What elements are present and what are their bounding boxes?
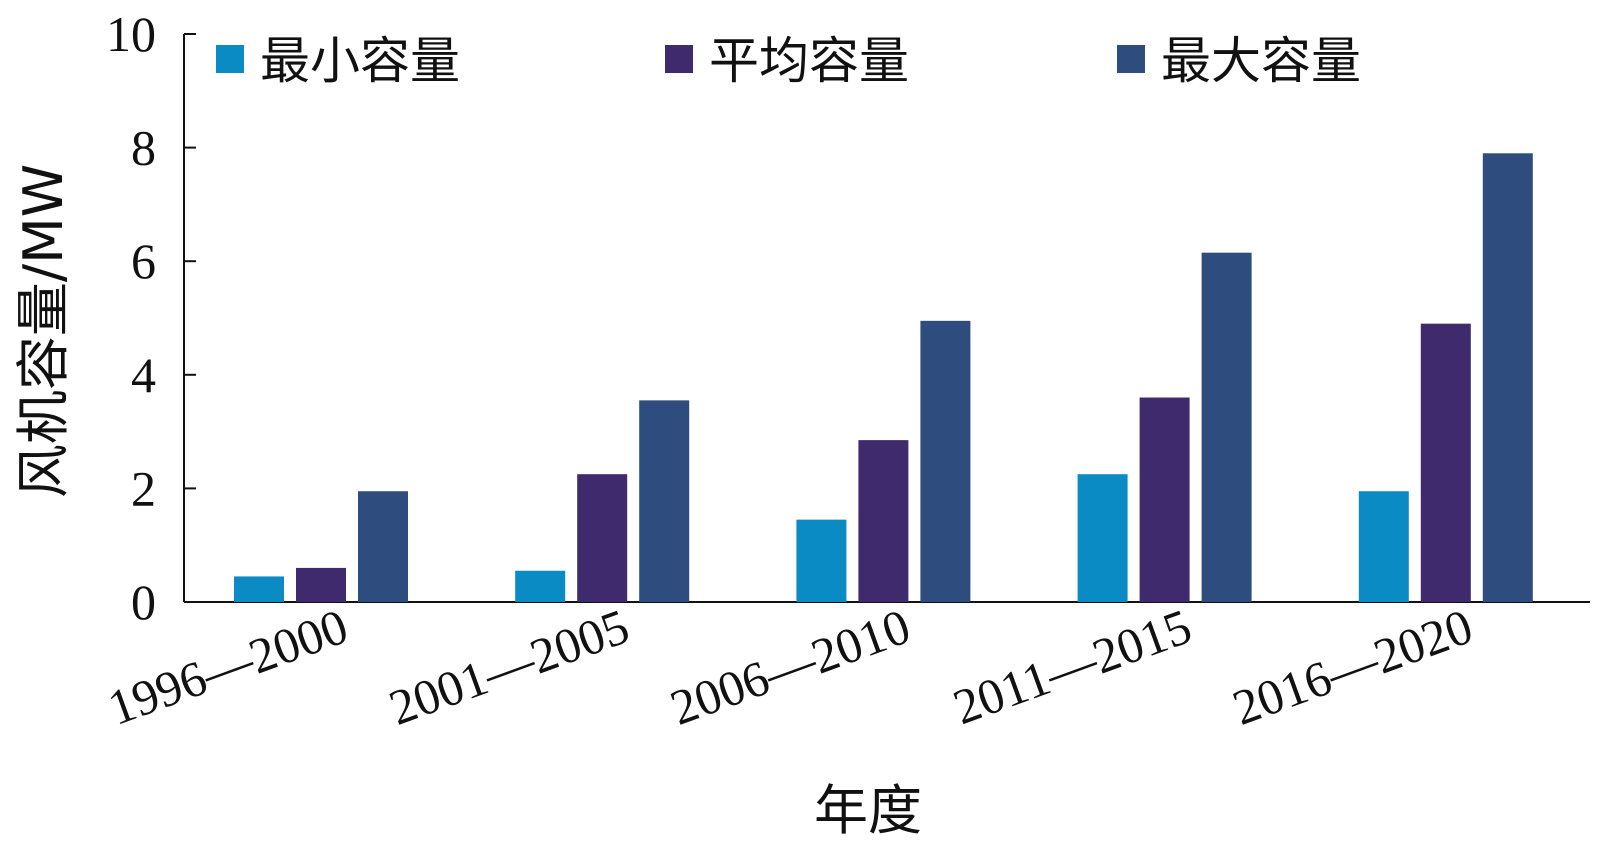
x-axis-title: 年度	[814, 779, 922, 842]
x-tick-label: 2011—2015	[946, 598, 1198, 735]
y-tick-label: 10	[106, 6, 156, 62]
legend-label: 最小容量	[260, 32, 460, 90]
y-tick-label: 6	[131, 233, 156, 289]
legend: 最小容量 平均容量 最大容量	[216, 32, 1361, 90]
y-axis: 0 2 4 6 8 10	[106, 6, 196, 630]
bar-1-4	[1077, 474, 1128, 602]
bar-2-2	[577, 474, 628, 602]
bar-3-1	[358, 491, 408, 602]
bars	[234, 153, 1533, 602]
bar-2-3	[858, 440, 909, 602]
bar-1-3	[796, 519, 847, 602]
y-axis-title: 风机容量/MW	[12, 164, 75, 498]
legend-swatch	[1117, 45, 1145, 73]
x-tick-label: 2001—2005	[382, 598, 636, 736]
bar-3-3	[920, 320, 971, 602]
bar-1-2	[515, 570, 566, 602]
bar-3-4	[1201, 252, 1252, 602]
y-tick-label: 0	[131, 574, 156, 630]
x-axis: 1996—2000 2001—2005 2006—2010 2011—2015 2016…	[101, 598, 1590, 736]
y-tick-label: 2	[131, 460, 156, 516]
bar-2-4	[1139, 397, 1190, 602]
bar-1-1	[234, 576, 284, 602]
bar-3-5	[1482, 153, 1533, 602]
y-tick-label: 8	[131, 120, 156, 176]
x-tick-labels: 1996—2000 2001—2005 2006—2010 2011—2015 2016…	[101, 598, 1480, 736]
legend-label: 平均容量	[709, 32, 909, 90]
bar-2-5	[1420, 323, 1471, 602]
legend-label: 最大容量	[1161, 32, 1361, 90]
legend-swatch	[665, 45, 693, 73]
y-ticks: 0 2 4 6 8 10	[106, 6, 196, 630]
legend-swatch	[216, 45, 244, 73]
x-tick-label: 2006—2010	[663, 598, 917, 736]
bar-3-2	[639, 400, 690, 602]
bar-2-1	[296, 567, 346, 602]
bar-1-5	[1358, 491, 1409, 602]
x-tick-label: 2016—2020	[1225, 598, 1479, 736]
y-tick-label: 4	[131, 347, 156, 403]
